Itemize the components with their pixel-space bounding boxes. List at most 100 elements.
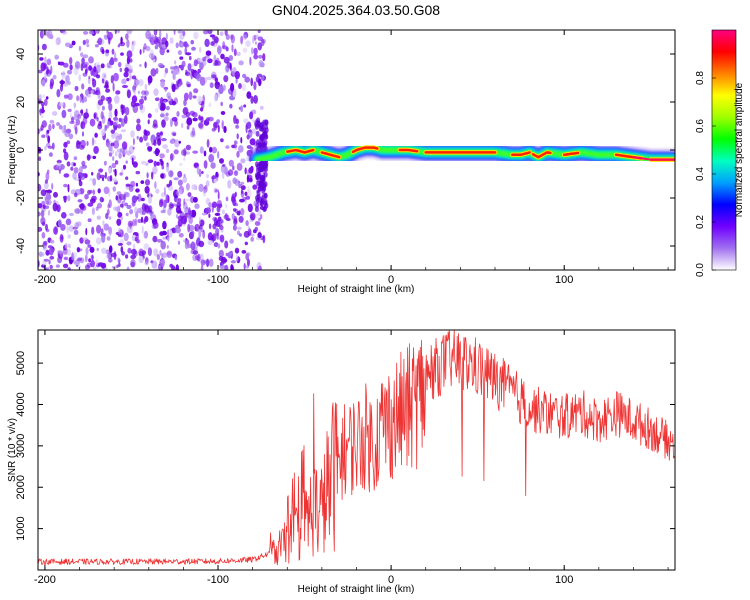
noise-speckle bbox=[216, 232, 219, 240]
noise-speckle bbox=[203, 150, 207, 157]
noise-speckle bbox=[161, 253, 164, 260]
noise-speckle bbox=[190, 209, 197, 218]
noise-speckle bbox=[174, 60, 177, 65]
noise-speckle bbox=[264, 124, 269, 131]
noise-speckle bbox=[86, 154, 91, 161]
noise-speckle bbox=[243, 104, 247, 108]
noise-speckle bbox=[73, 162, 76, 167]
noise-speckle bbox=[223, 258, 228, 263]
noise-speckle bbox=[201, 171, 204, 174]
noise-speckle bbox=[183, 92, 189, 101]
noise-speckle bbox=[208, 213, 211, 218]
noise-speckle bbox=[210, 162, 216, 169]
noise-speckle bbox=[235, 124, 240, 129]
noise-speckle bbox=[126, 225, 133, 234]
noise-speckle bbox=[125, 183, 131, 187]
noise-speckle bbox=[192, 95, 197, 99]
noise-speckle bbox=[45, 199, 52, 206]
noise-speckle bbox=[69, 64, 73, 71]
noise-speckle bbox=[219, 262, 223, 266]
noise-speckle bbox=[153, 30, 158, 36]
noise-speckle bbox=[248, 178, 253, 183]
noise-speckle bbox=[238, 83, 242, 89]
noise-speckle bbox=[141, 210, 146, 215]
noise-speckle bbox=[242, 196, 247, 201]
noise-speckle bbox=[235, 254, 239, 262]
noise-speckle bbox=[151, 171, 154, 180]
noise-speckle bbox=[229, 238, 234, 244]
snr-y-tick-label: 2000 bbox=[15, 475, 27, 499]
noise-speckle bbox=[81, 63, 88, 68]
snr-y-label: SNR (10 * v/v) bbox=[7, 418, 18, 482]
noise-speckle bbox=[105, 212, 109, 220]
noise-speckle bbox=[85, 39, 90, 44]
noise-speckle bbox=[41, 134, 46, 138]
noise-speckle bbox=[230, 82, 235, 92]
noise-speckle bbox=[147, 247, 152, 256]
noise-speckle bbox=[112, 82, 115, 92]
noise-speckle bbox=[203, 160, 208, 169]
snr-x-ticks: -200 -100 0 100 bbox=[34, 330, 669, 586]
noise-speckle bbox=[223, 214, 230, 220]
noise-speckle bbox=[81, 98, 85, 104]
noise-speckle bbox=[233, 170, 239, 176]
noise-speckle bbox=[259, 61, 265, 68]
noise-speckle bbox=[38, 149, 42, 154]
noise-speckle bbox=[78, 203, 85, 209]
noise-speckle bbox=[169, 203, 175, 209]
noise-speckle bbox=[164, 88, 167, 92]
noise-speckle bbox=[112, 156, 115, 161]
noise-speckle bbox=[105, 88, 111, 93]
noise-speckle bbox=[193, 31, 199, 40]
noise-speckle bbox=[74, 126, 78, 135]
noise-speckle bbox=[182, 176, 188, 183]
noise-speckle bbox=[144, 216, 149, 223]
noise-speckle bbox=[168, 201, 174, 210]
noise-speckle bbox=[144, 130, 150, 136]
noise-speckle bbox=[200, 107, 204, 112]
noise-speckle bbox=[192, 150, 199, 154]
noise-speckle bbox=[106, 236, 111, 241]
noise-speckle bbox=[66, 161, 71, 167]
noise-speckle bbox=[65, 218, 72, 226]
noise-speckle bbox=[257, 217, 262, 221]
noise-speckle bbox=[107, 99, 110, 105]
noise-speckle bbox=[84, 96, 87, 103]
noise-speckle bbox=[184, 217, 187, 224]
noise-speckle bbox=[211, 234, 215, 243]
noise-speckle bbox=[115, 135, 121, 142]
noise-speckle bbox=[232, 198, 237, 206]
noise-speckle bbox=[232, 88, 237, 98]
noise-speckle bbox=[135, 182, 138, 187]
noise-speckle bbox=[152, 119, 158, 128]
noise-speckle bbox=[246, 91, 252, 99]
noise-speckle bbox=[153, 248, 159, 257]
noise-speckle bbox=[211, 201, 218, 208]
noise-speckle bbox=[100, 111, 104, 120]
noise-speckle bbox=[194, 162, 199, 168]
spectrogram-x-ticks: -200 -100 0 100 bbox=[34, 30, 669, 286]
noise-speckle bbox=[259, 125, 264, 132]
noise-speckle bbox=[41, 221, 46, 226]
noise-speckle bbox=[154, 97, 160, 102]
noise-speckle bbox=[169, 230, 173, 238]
noise-speckle bbox=[225, 34, 230, 40]
noise-speckle bbox=[113, 95, 120, 104]
noise-speckle bbox=[113, 116, 119, 121]
noise-speckle bbox=[222, 164, 226, 167]
noise-speckle bbox=[171, 227, 177, 234]
noise-speckle bbox=[111, 162, 117, 169]
snr-x-tick-label: 100 bbox=[555, 574, 573, 586]
noise-speckle bbox=[58, 61, 65, 66]
noise-speckle bbox=[170, 153, 175, 161]
noise-speckle bbox=[94, 62, 100, 68]
noise-speckle bbox=[121, 108, 124, 116]
colorbar-tick-label: 0.0 bbox=[695, 263, 706, 277]
noise-speckle bbox=[118, 152, 122, 159]
noise-speckle bbox=[91, 207, 95, 216]
noise-speckle bbox=[70, 166, 74, 171]
noise-speckle bbox=[91, 171, 94, 176]
noise-speckle bbox=[164, 40, 169, 48]
noise-speckle bbox=[136, 135, 139, 140]
noise-speckle bbox=[56, 122, 61, 126]
